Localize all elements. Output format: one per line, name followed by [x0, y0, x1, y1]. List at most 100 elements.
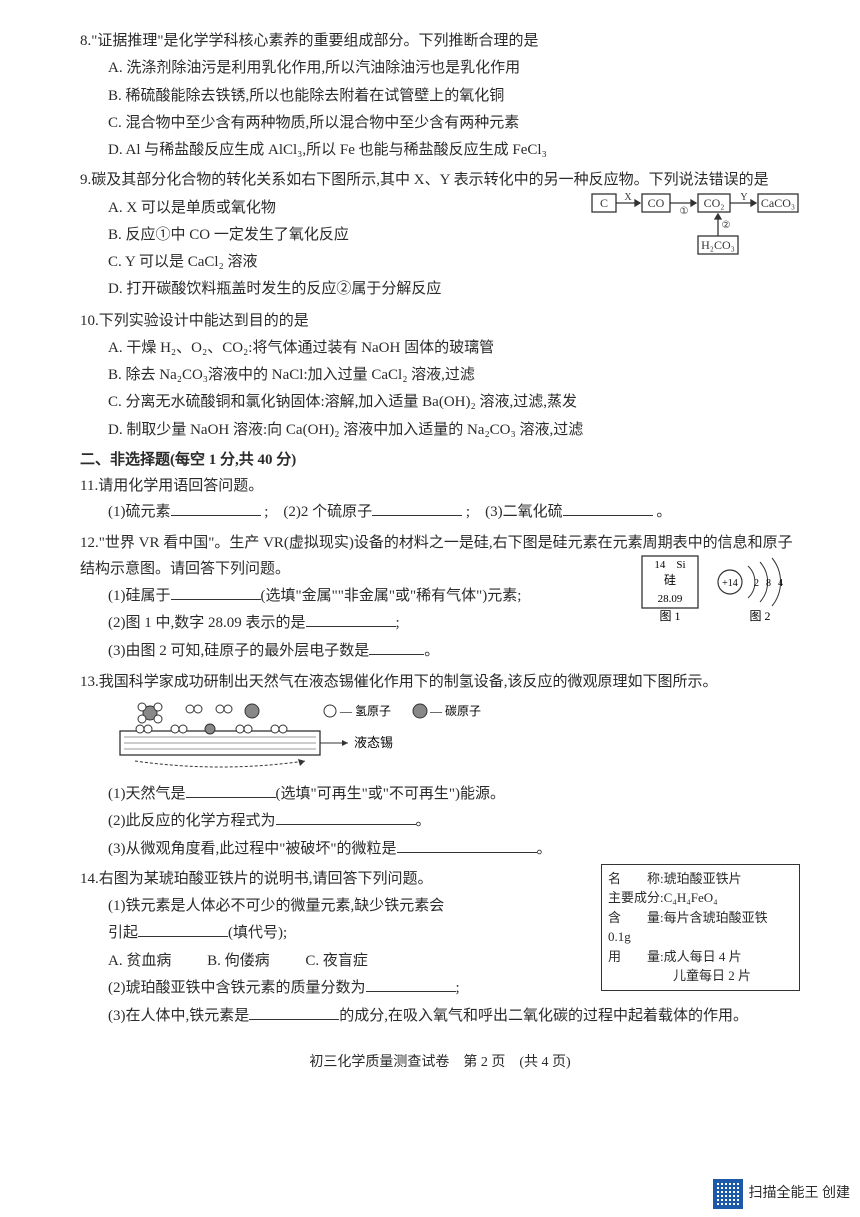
q12-p3: (3)由图 2 可知,硅原子的最外层电子数是	[108, 643, 369, 659]
question-9: 9.碳及其部分化合物的转化关系如右下图所示,其中 X、Y 表示转化中的另一种反应…	[80, 167, 800, 303]
q8-opt-a: A. 洗涤剂除油污是利用乳化作用,所以汽油除油污也是乳化作用	[108, 55, 800, 81]
q11-p1d: 。	[656, 504, 671, 520]
svg-text:— 氢原子: — 氢原子	[339, 703, 391, 718]
q8-opt-b: B. 稀硫酸能除去铁锈,所以也能除去附着在试管壁上的氧化铜	[108, 83, 800, 109]
q11-stem: 请用化学用语回答问题。	[98, 478, 263, 494]
q10-stem: 下列实验设计中能达到目的的是	[99, 313, 309, 329]
q10-opt-d: D. 制取少量 NaOH 溶液:向 Ca(OH)₂ 溶液中加入适量的 Na₂CO…	[108, 417, 800, 443]
q14-opt-a: A. 贫血病	[108, 953, 171, 969]
q8-stem: "证据推理"是化学学科核心素养的重要组成部分。下列推断合理的是	[91, 33, 538, 49]
q10-num: 10.	[80, 313, 99, 329]
blank	[369, 639, 424, 655]
q12-diagram: 14 Si 硅 28.09 +14 2 8 4 图 1 图 2	[640, 554, 800, 624]
svg-text:2: 2	[754, 578, 759, 589]
svg-text:液态锡: 液态锡	[354, 735, 393, 750]
question-14: 14.右图为某琥珀酸亚铁片的说明书,请回答下列问题。 名 称:琥珀酸亚铁片 主要…	[80, 866, 800, 1030]
question-11: 11.请用化学用语回答问题。 (1)硫元素 ; (2)2 个硫原子 ; (3)二…	[80, 473, 800, 526]
q9-diagram: C CO CO₂ CaCO₃ H₂CO₃ X ① Y ②	[590, 192, 800, 262]
q14-box-l1: 名 称:琥珀酸亚铁片	[608, 869, 793, 889]
svg-text:①: ①	[680, 206, 689, 217]
q14-p3: (3)在人体中,铁元素是	[108, 1008, 249, 1024]
q12-num: 12.	[80, 535, 99, 551]
q8-opt-c: C. 混合物中至少含有两种物质,所以混合物中至少含有两种元素	[108, 110, 800, 136]
q13-num: 13.	[80, 674, 99, 690]
svg-text:图 2: 图 2	[749, 609, 770, 623]
blank	[186, 782, 276, 798]
svg-text:H₂CO₃: H₂CO₃	[701, 238, 735, 252]
q12-p2b: ;	[396, 615, 400, 631]
q14-p1b: 引起	[108, 925, 138, 941]
watermark-text: 扫描全能王 创建	[749, 1182, 851, 1207]
svg-text:4: 4	[778, 578, 783, 589]
blank	[306, 611, 396, 627]
section-2-title: 二、非选择题(每空 1 分,共 40 分)	[80, 447, 800, 473]
q14-box-l3: 含 量:每片含琥珀酸亚铁 0.1g	[608, 908, 793, 947]
blank	[366, 976, 456, 992]
q11-num: 11.	[80, 478, 98, 494]
blank	[397, 837, 537, 853]
question-8: 8."证据推理"是化学学科核心素养的重要组成部分。下列推断合理的是 A. 洗涤剂…	[80, 28, 800, 163]
q13-p3: (3)从微观角度看,此过程中"被破坏"的微粒是	[108, 841, 397, 857]
page-footer: 初三化学质量测查试卷 第 2 页 (共 4 页)	[80, 1051, 800, 1076]
q13-diagram: — 氢原子 — 碳原子 液态锡	[80, 699, 800, 777]
q8-opt-d: D. Al 与稀盐酸反应生成 AlCl₃,所以 Fe 也能与稀盐酸反应生成 Fe…	[108, 137, 800, 163]
svg-text:C: C	[600, 196, 608, 210]
blank	[171, 584, 261, 600]
blank	[249, 1004, 339, 1020]
q11-p1a: (1)硫元素	[108, 504, 171, 520]
svg-text:— 碳原子: — 碳原子	[429, 704, 481, 718]
q14-opt-b: B. 佝偻病	[207, 953, 270, 969]
q14-p1: (1)铁元素是人体必不可少的微量元素,缺少铁元素会	[108, 898, 444, 914]
svg-text:28.09: 28.09	[658, 593, 683, 605]
q9-num: 9.	[80, 172, 91, 188]
q9-stem: 碳及其部分化合物的转化关系如右下图所示,其中 X、Y 表示转化中的另一种反应物。…	[91, 172, 768, 188]
q14-p2: (2)琥珀酸亚铁中含铁元素的质量分数为	[108, 980, 366, 996]
question-13: 13.我国科学家成功研制出天然气在液态锡催化作用下的制氢设备,该反应的微观原理如…	[80, 669, 800, 862]
q14-box-l2: 主要成分:C₄H₄FeO₄	[608, 888, 793, 908]
q13-p3b: 。	[537, 841, 552, 857]
blank	[276, 809, 416, 825]
scanner-watermark: 扫描全能王 创建	[713, 1179, 851, 1209]
svg-text:②: ②	[722, 220, 731, 231]
q13-stem: 我国科学家成功研制出天然气在液态锡催化作用下的制氢设备,该反应的微观原理如下图所…	[99, 674, 718, 690]
q13-p1: (1)天然气是	[108, 786, 186, 802]
svg-text:CO: CO	[648, 196, 665, 210]
q13-p2b: 。	[416, 813, 431, 829]
question-10: 10.下列实验设计中能达到目的的是 A. 干燥 H₂、O₂、CO₂:将气体通过装…	[80, 308, 800, 443]
q14-box-l4: 用 量:成人每日 4 片	[608, 947, 793, 967]
blank	[563, 500, 653, 516]
svg-text:图 1: 图 1	[659, 609, 680, 623]
svg-text:Y: Y	[740, 192, 747, 203]
q14-num: 14.	[80, 871, 99, 887]
svg-text:14 Si: 14 Si	[654, 559, 685, 571]
svg-text:X: X	[624, 192, 632, 203]
q9-opt-d: D. 打开碳酸饮料瓶盖时发生的反应②属于分解反应	[108, 276, 800, 302]
blank	[372, 500, 462, 516]
q8-num: 8.	[80, 33, 91, 49]
q13-p2: (2)此反应的化学方程式为	[108, 813, 276, 829]
svg-text:+14: +14	[722, 578, 738, 589]
q14-p1c: (填代号);	[228, 925, 287, 941]
svg-text:硅: 硅	[664, 573, 676, 587]
q11-p1b: ; (2)2 个硫原子	[264, 504, 372, 520]
q14-label-box: 名 称:琥珀酸亚铁片 主要成分:C₄H₄FeO₄ 含 量:每片含琥珀酸亚铁 0.…	[601, 864, 800, 991]
q12-p3b: 。	[424, 643, 439, 659]
q11-p1c: ; (3)二氧化硫	[466, 504, 563, 520]
q14-p3b: 的成分,在吸入氧气和呼出二氧化碳的过程中起着载体的作用。	[339, 1008, 748, 1024]
blank	[138, 921, 228, 937]
q14-stem: 右图为某琥珀酸亚铁片的说明书,请回答下列问题。	[99, 871, 433, 887]
svg-text:CaCO₃: CaCO₃	[761, 196, 795, 210]
q10-opt-b: B. 除去 Na₂CO₃溶液中的 NaCl:加入过量 CaCl₂ 溶液,过滤	[108, 362, 800, 388]
q12-p1b: (选填"金属""非金属"或"稀有气体")元素;	[261, 588, 522, 604]
q10-opt-c: C. 分离无水硫酸铜和氯化钠固体:溶解,加入适量 Ba(OH)₂ 溶液,过滤,蒸…	[108, 389, 800, 415]
q14-box-l5: 儿童每日 2 片	[608, 966, 793, 986]
svg-text:8: 8	[766, 578, 771, 589]
q12-p1: (1)硅属于	[108, 588, 171, 604]
qr-icon	[713, 1179, 743, 1209]
svg-text:CO₂: CO₂	[704, 196, 725, 210]
q13-p1b: (选填"可再生"或"不可再生")能源。	[276, 786, 505, 802]
q14-p2b: ;	[456, 980, 460, 996]
blank	[171, 500, 261, 516]
q12-p2: (2)图 1 中,数字 28.09 表示的是	[108, 615, 306, 631]
q14-opt-c: C. 夜盲症	[305, 953, 368, 969]
